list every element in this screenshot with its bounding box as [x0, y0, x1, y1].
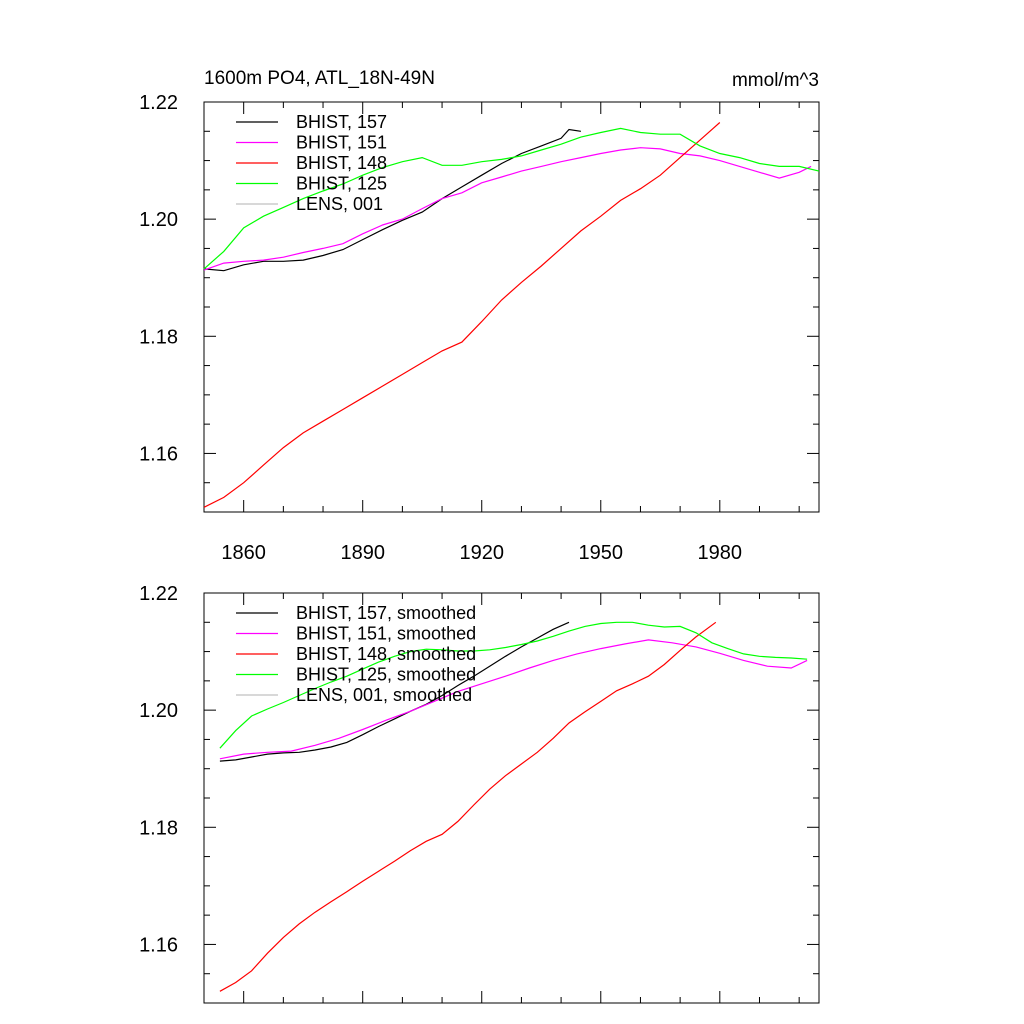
legend-label: LENS, 001, smoothed [296, 685, 472, 705]
y-tick-label: 1.20 [139, 209, 178, 231]
figure-title: 1600m PO4, ATL_18N-49N [204, 68, 435, 89]
y-tick-label: 1.16 [139, 934, 178, 956]
x-tick-label: 1950 [579, 542, 624, 564]
series-line [203, 147, 812, 271]
legend-label: BHIST, 151 [296, 133, 387, 153]
series-line [219, 621, 570, 762]
legend-label: LENS, 001 [296, 194, 383, 214]
y-tick-label: 1.22 [139, 583, 178, 605]
series-line [219, 621, 717, 992]
y-tick-label: 1.16 [139, 443, 178, 465]
y-tick-label: 1.22 [139, 92, 178, 114]
y-tick-label: 1.18 [139, 326, 178, 348]
x-tick-label: 1890 [340, 542, 385, 564]
series-line [203, 128, 581, 272]
units-label: mmol/m^3 [732, 70, 819, 91]
legend-label: BHIST, 125 [296, 174, 387, 194]
y-tick-label: 1.20 [139, 700, 178, 722]
series-line [219, 639, 808, 760]
series-line [203, 127, 820, 270]
legend-label: BHIST, 157 [296, 112, 387, 132]
legend-label: BHIST, 157, smoothed [296, 603, 476, 623]
legend-label: BHIST, 151, smoothed [296, 624, 476, 644]
legend-label: BHIST, 125, smoothed [296, 665, 476, 685]
x-tick-label: 1980 [698, 542, 743, 564]
x-tick-label: 1860 [221, 542, 266, 564]
series-line [219, 621, 808, 749]
panel-top: 1.16 1.18 1.20 1.22 1860 1890 1920 1950 1980 BHIS… [139, 92, 820, 564]
y-tick-label: 1.18 [139, 817, 178, 839]
series-line [203, 122, 721, 508]
x-tick-label: 1920 [459, 542, 504, 564]
legend-label: BHIST, 148 [296, 153, 387, 173]
legend-label: BHIST, 148, smoothed [296, 644, 476, 664]
